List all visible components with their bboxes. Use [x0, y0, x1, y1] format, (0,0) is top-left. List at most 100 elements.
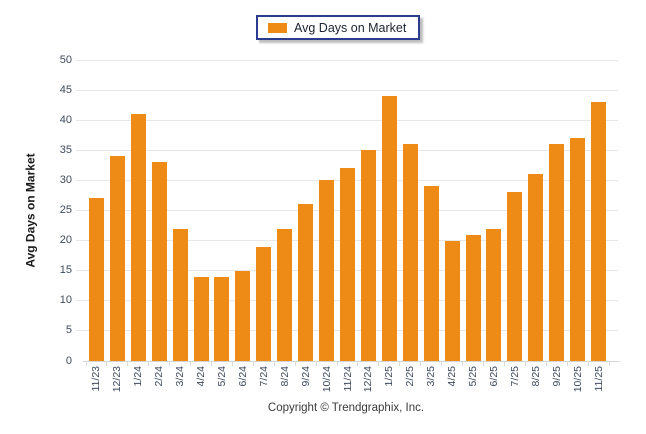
- axis-tick: [148, 361, 150, 366]
- y-tick-label: 25: [59, 204, 72, 216]
- y-tick-label: 15: [59, 264, 72, 277]
- x-tick-label: 6/24: [236, 366, 249, 387]
- x-tick-label: 2/25: [404, 366, 417, 387]
- axis-tick: [211, 361, 213, 366]
- bar-slot: 6/25: [483, 60, 505, 386]
- bar-4/24: [193, 276, 209, 361]
- y-tick-label: 30: [59, 173, 72, 186]
- x-tick-label: 7/24: [257, 366, 270, 387]
- bar-10/25: [570, 138, 586, 361]
- x-tick-label: 8/24: [278, 366, 291, 387]
- bar-slot: 2/24: [148, 60, 170, 386]
- x-tick-label: 11/23: [90, 366, 103, 392]
- x-tick-label: 4/24: [195, 366, 208, 387]
- axis-tick: [273, 361, 275, 366]
- legend-swatch: [268, 22, 287, 33]
- bar-slot: 10/25: [566, 60, 588, 392]
- axis-tick: [399, 361, 401, 366]
- axis-tick: [315, 361, 317, 366]
- x-tick-label: 9/24: [299, 366, 312, 387]
- bar-7/25: [507, 192, 523, 361]
- x-tick-label: 3/24: [174, 366, 187, 387]
- bar-12/24: [360, 150, 376, 361]
- bar-slot: 4/24: [190, 60, 212, 386]
- bar-slot: 10/24: [315, 60, 337, 392]
- bar-8/25: [528, 174, 544, 361]
- x-tick-label: 12/24: [362, 366, 375, 393]
- x-tick-label: 5/24: [215, 366, 228, 387]
- bar-11/25: [591, 102, 607, 361]
- bar-slot: 7/25: [503, 60, 525, 386]
- y-tick-label: 10: [59, 294, 72, 307]
- bar-slot: 5/24: [211, 60, 233, 386]
- bar-3/24: [172, 228, 188, 361]
- y-tick-label: 50: [59, 53, 72, 66]
- bar-11/23: [88, 198, 104, 361]
- y-axis-title: Avg Days on Market: [23, 153, 38, 268]
- bar-slot: 1/25: [378, 60, 400, 386]
- x-tick-label: 7/25: [508, 366, 521, 387]
- y-tick-label: 40: [59, 113, 72, 126]
- bar-8/24: [277, 228, 293, 361]
- plot-area: 0 5 10 15 20 25 30 35 40 45 50 11/23 12/23 1/24 2/24 3…: [60, 54, 620, 392]
- bar-slot: 4/25: [441, 60, 463, 386]
- axis-tick: [231, 361, 233, 366]
- bar-12/23: [109, 156, 125, 361]
- x-tick-label: 1/24: [132, 366, 145, 387]
- x-tick-label: 2/24: [153, 366, 166, 387]
- axis-tick: [545, 361, 547, 366]
- axis-tick: [503, 361, 505, 366]
- axis-tick: [524, 361, 526, 366]
- gridline: [76, 59, 618, 61]
- axis-tick: [587, 361, 589, 366]
- bar-5/24: [214, 276, 230, 361]
- x-tick-label: 12/23: [111, 366, 124, 393]
- bar-slot: 11/24: [336, 60, 358, 392]
- axis-tick: [357, 361, 359, 366]
- axis-tick: [566, 361, 568, 366]
- legend-label: Avg Days on Market: [294, 20, 407, 35]
- axis-tick: [378, 361, 380, 366]
- bar-slot: 12/23: [106, 60, 128, 392]
- bar-10/24: [319, 180, 335, 361]
- x-tick-label: 8/25: [529, 366, 542, 387]
- axis-tick: [336, 361, 338, 366]
- bar-6/24: [235, 270, 251, 361]
- bar-1/25: [381, 96, 397, 361]
- bar-slot: 9/24: [294, 60, 316, 386]
- y-tick-label: 0: [65, 354, 72, 367]
- gridline: [76, 119, 618, 121]
- bar-slot: 5/25: [462, 60, 484, 386]
- x-tick-label: 10/25: [571, 366, 584, 393]
- y-tick-label: 35: [59, 143, 72, 156]
- bars-row: 11/23 12/23 1/24 2/24 3/24 4/24 5/24 6/24 7/24 8/…: [85, 60, 610, 392]
- bar-1/24: [130, 114, 146, 361]
- x-tick-label: 5/25: [467, 366, 480, 387]
- gridline: [76, 89, 618, 91]
- bar-4/25: [444, 240, 460, 361]
- copyright-text: Copyright © Trendgraphix, Inc.: [267, 402, 425, 414]
- bar-slot: 7/24: [252, 60, 274, 386]
- bar-slot: 9/25: [545, 60, 567, 386]
- y-tick-label: 45: [59, 83, 72, 96]
- axis-tick: [252, 361, 254, 366]
- bar-slot: 2/25: [399, 60, 421, 386]
- axis-tick: [462, 361, 464, 366]
- bar-slot: 3/25: [420, 60, 442, 386]
- bar-9/25: [549, 144, 565, 361]
- x-tick-label: 11/24: [341, 366, 354, 392]
- bar-slot: 8/24: [273, 60, 295, 386]
- bar-5/25: [465, 234, 481, 361]
- x-tick-label: 11/25: [592, 366, 605, 392]
- x-tick-label: 6/25: [487, 366, 500, 387]
- x-tick-label: 10/24: [320, 366, 333, 393]
- bar-3/25: [423, 186, 439, 361]
- y-tick-label: 20: [59, 234, 72, 247]
- bar-slot: 12/24: [357, 60, 379, 392]
- axis-tick: [294, 361, 296, 366]
- axis-tick: [169, 361, 171, 366]
- bar-7/24: [256, 246, 272, 361]
- axis-tick: [106, 361, 108, 366]
- axis-tick: [190, 361, 192, 366]
